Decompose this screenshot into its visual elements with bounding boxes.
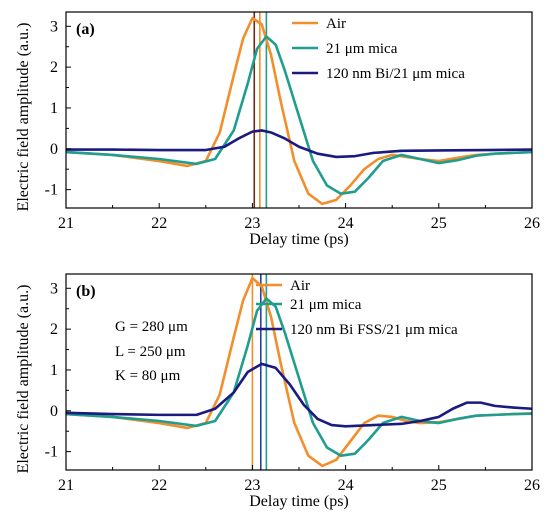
y-tick-label: 0 [50,141,58,158]
y-axis-label: Electric field amplitude (a.u.) [15,23,32,212]
x-tick-label: 23 [244,477,260,494]
legend: Air 21 μm mica 120 nm Bi/21 μm mica [292,16,465,82]
legend-label: 120 nm Bi FSS/21 μm mica [290,322,458,338]
legend-label: 21 μm mica [290,297,362,313]
series-line [66,16,532,206]
x-tick-label: 22 [151,215,167,232]
x-tick-label: 26 [524,477,540,494]
x-tick-label: 21 [58,477,74,494]
x-tick-label: 24 [338,215,354,232]
x-tick-label: 24 [338,477,354,494]
x-tick-label: 21 [58,215,74,232]
y-tick-label: -1 [45,182,58,199]
x-tick-label: 25 [431,477,447,494]
x-tick-label: 23 [244,215,260,232]
parameter-annotation: K = 80 μm [115,368,181,384]
y-axis-label: Electric field amplitude (a.u.) [15,285,32,474]
y-tick-label: 3 [50,18,58,35]
y-tick-label: 0 [50,403,58,420]
y-tick-label: 1 [50,362,58,379]
series-line [66,297,532,458]
legend-label: Air [326,16,346,32]
series-line [66,35,532,196]
series-group [66,276,532,468]
series-line [66,129,532,159]
panel-label: (a) [76,21,95,38]
x-axis-label: Delay time (ps) [249,231,349,248]
panel-label: (b) [76,283,96,300]
y-tick-label: 1 [50,100,58,117]
parameter-annotation: L = 250 μm [115,344,186,360]
legend: Air 21 μm mica 120 nm Bi FSS/21 μm mica [256,278,458,338]
x-tick-label: 26 [524,215,540,232]
plot-frame [65,11,533,209]
legend-label: 120 nm Bi/21 μm mica [326,66,465,82]
series-group [66,16,532,206]
y-tick-label: -1 [45,444,58,461]
x-tick-label: 25 [431,215,447,232]
parameter-annotation: G = 280 μm [115,319,188,335]
y-tick-label: 2 [50,59,58,76]
series-line [66,362,532,428]
legend-label: 21 μm mica [326,41,398,57]
y-tick-label: 2 [50,321,58,338]
y-tick-label: 3 [50,280,58,297]
legend-label: Air [290,278,310,294]
x-tick-label: 22 [151,477,167,494]
x-axis-label: Delay time (ps) [249,493,349,510]
